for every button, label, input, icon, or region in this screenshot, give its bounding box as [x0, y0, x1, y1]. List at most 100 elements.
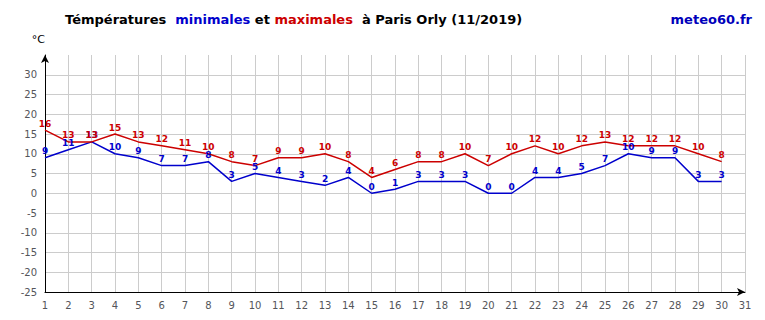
- svg-text:9: 9: [42, 146, 48, 156]
- svg-text:6: 6: [392, 158, 398, 168]
- svg-text:-20: -20: [21, 267, 37, 278]
- svg-text:15: 15: [109, 123, 122, 133]
- svg-text:5: 5: [579, 162, 585, 172]
- svg-text:18: 18: [435, 300, 448, 311]
- svg-text:4: 4: [112, 300, 118, 311]
- svg-text:31: 31: [739, 300, 752, 311]
- svg-text:5: 5: [135, 300, 141, 311]
- svg-text:25: 25: [599, 300, 612, 311]
- svg-text:2: 2: [322, 174, 328, 184]
- svg-text:0: 0: [31, 188, 37, 199]
- svg-text:-25: -25: [21, 287, 37, 298]
- svg-text:27: 27: [645, 300, 658, 311]
- svg-text:10: 10: [319, 142, 332, 152]
- svg-text:30: 30: [24, 69, 37, 80]
- svg-text:13: 13: [599, 130, 612, 140]
- svg-text:17: 17: [412, 300, 425, 311]
- svg-text:°C: °C: [32, 33, 46, 46]
- svg-text:3: 3: [462, 170, 468, 180]
- svg-text:29: 29: [692, 300, 705, 311]
- svg-text:9: 9: [135, 146, 141, 156]
- svg-text:8: 8: [415, 150, 421, 160]
- svg-text:12: 12: [622, 134, 635, 144]
- svg-text:minimales: minimales: [175, 12, 250, 27]
- svg-text:25: 25: [24, 89, 37, 100]
- svg-text:7: 7: [602, 154, 608, 164]
- svg-text:-10: -10: [21, 227, 37, 238]
- svg-text:4: 4: [555, 166, 561, 176]
- svg-text:10: 10: [249, 300, 262, 311]
- svg-text:9: 9: [649, 146, 655, 156]
- svg-text:24: 24: [575, 300, 588, 311]
- svg-text:4: 4: [532, 166, 538, 176]
- svg-text:3: 3: [88, 300, 94, 311]
- svg-text:7: 7: [182, 154, 188, 164]
- svg-text:4: 4: [369, 166, 375, 176]
- svg-text:3: 3: [695, 170, 701, 180]
- svg-text:20: 20: [24, 109, 37, 120]
- svg-text:7: 7: [485, 154, 491, 164]
- svg-text:26: 26: [622, 300, 635, 311]
- svg-text:-5: -5: [27, 208, 37, 219]
- svg-text:11: 11: [272, 300, 285, 311]
- svg-text:28: 28: [669, 300, 682, 311]
- svg-text:12: 12: [575, 134, 588, 144]
- svg-text:Témpératures: Témpératures: [65, 12, 175, 27]
- svg-text:15: 15: [365, 300, 378, 311]
- svg-text:9: 9: [228, 300, 234, 311]
- svg-text:21: 21: [505, 300, 518, 311]
- svg-text:8: 8: [205, 300, 211, 311]
- svg-text:et: et: [250, 12, 274, 27]
- svg-text:30: 30: [715, 300, 728, 311]
- svg-text:8: 8: [439, 150, 445, 160]
- svg-text:3: 3: [299, 170, 305, 180]
- svg-text:4: 4: [345, 166, 351, 176]
- svg-text:2: 2: [65, 300, 71, 311]
- svg-text:0: 0: [485, 182, 491, 192]
- svg-text:9: 9: [299, 146, 305, 156]
- svg-text:12: 12: [155, 134, 168, 144]
- svg-text:0: 0: [369, 182, 375, 192]
- svg-text:13: 13: [85, 130, 98, 140]
- svg-text:10: 10: [552, 142, 565, 152]
- svg-text:à Paris Orly (11/2019): à Paris Orly (11/2019): [353, 12, 522, 27]
- svg-text:4: 4: [275, 166, 281, 176]
- svg-text:0: 0: [509, 182, 515, 192]
- svg-text:3: 3: [229, 170, 235, 180]
- svg-text:7: 7: [159, 154, 165, 164]
- svg-text:15: 15: [24, 129, 37, 140]
- svg-text:8: 8: [229, 150, 235, 160]
- svg-text:13: 13: [62, 130, 75, 140]
- svg-text:13: 13: [132, 130, 145, 140]
- svg-text:-15: -15: [21, 247, 37, 258]
- svg-text:22: 22: [529, 300, 542, 311]
- svg-text:13: 13: [85, 130, 98, 140]
- svg-text:7: 7: [182, 300, 188, 311]
- svg-text:10: 10: [692, 142, 705, 152]
- svg-text:10: 10: [202, 142, 215, 152]
- svg-text:14: 14: [342, 300, 355, 311]
- svg-text:3: 3: [415, 170, 421, 180]
- svg-text:9: 9: [672, 146, 678, 156]
- svg-text:3: 3: [439, 170, 445, 180]
- svg-text:8: 8: [345, 150, 351, 160]
- svg-text:16: 16: [39, 119, 52, 129]
- svg-text:3: 3: [719, 170, 725, 180]
- svg-text:23: 23: [552, 300, 565, 311]
- svg-text:10: 10: [109, 142, 122, 152]
- svg-text:12: 12: [669, 134, 682, 144]
- svg-text:8: 8: [719, 150, 725, 160]
- svg-text:meteo60.fr: meteo60.fr: [671, 12, 753, 27]
- svg-text:maximales: maximales: [274, 12, 353, 27]
- svg-text:1: 1: [42, 300, 48, 311]
- svg-text:9: 9: [275, 146, 281, 156]
- svg-text:12: 12: [645, 134, 658, 144]
- svg-text:1: 1: [392, 178, 398, 188]
- svg-text:10: 10: [24, 148, 37, 159]
- svg-text:20: 20: [482, 300, 495, 311]
- svg-text:13: 13: [319, 300, 332, 311]
- svg-text:5: 5: [31, 168, 37, 179]
- svg-text:19: 19: [459, 300, 472, 311]
- svg-text:10: 10: [459, 142, 472, 152]
- svg-text:12: 12: [295, 300, 308, 311]
